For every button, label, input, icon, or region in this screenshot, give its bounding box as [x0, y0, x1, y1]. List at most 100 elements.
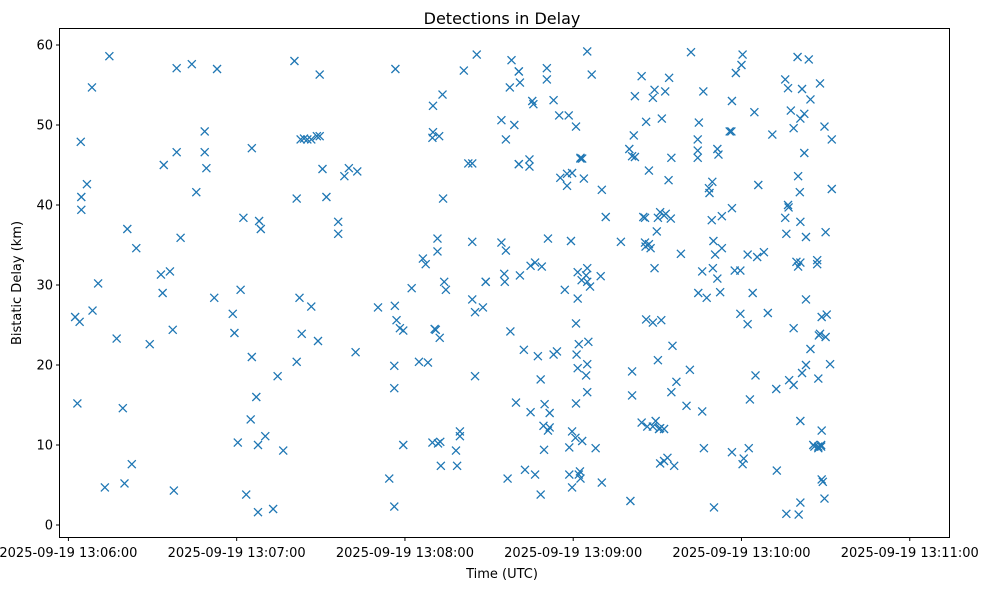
data-point — [241, 490, 251, 500]
data-point — [441, 285, 451, 295]
data-point — [509, 120, 519, 130]
data-point — [564, 110, 574, 120]
data-point — [297, 329, 307, 339]
data-point — [172, 147, 182, 157]
data-point — [256, 224, 266, 234]
data-point — [573, 294, 583, 304]
data-point — [438, 90, 447, 100]
data-point — [233, 438, 243, 448]
data-point — [630, 91, 640, 101]
data-point — [646, 243, 656, 253]
data-point — [581, 370, 591, 380]
data-point — [505, 326, 515, 336]
data-point — [390, 301, 400, 311]
data-point — [781, 509, 791, 519]
data-point — [515, 78, 525, 88]
data-point — [352, 166, 362, 176]
data-point — [789, 323, 799, 333]
data-point — [278, 446, 288, 456]
y-tick-label: 10 — [36, 439, 53, 454]
data-point — [739, 454, 749, 464]
data-point — [499, 269, 509, 279]
data-point — [470, 371, 480, 381]
y-axis-title: Bistatic Delay (km) — [10, 221, 25, 345]
data-point — [496, 238, 506, 248]
data-point — [571, 398, 581, 408]
data-point — [727, 447, 737, 457]
data-point — [582, 46, 592, 56]
data-point — [795, 187, 805, 197]
data-point — [786, 106, 796, 116]
data-point — [467, 237, 477, 247]
data-point — [549, 95, 559, 105]
data-point — [601, 212, 611, 222]
data-point — [333, 229, 343, 239]
data-point — [693, 146, 703, 156]
data-point — [815, 78, 825, 88]
data-point — [772, 466, 782, 476]
data-point — [591, 443, 601, 453]
data-point — [702, 293, 712, 303]
plot-frame — [59, 28, 950, 538]
data-point — [812, 259, 822, 269]
data-point — [752, 252, 762, 262]
data-point — [771, 384, 781, 394]
data-point — [789, 123, 799, 133]
data-point — [577, 436, 587, 446]
data-point — [660, 86, 670, 96]
data-point — [825, 359, 835, 369]
data-point — [573, 267, 583, 277]
data-point — [289, 56, 299, 66]
data-point — [641, 314, 651, 324]
data-point — [629, 130, 639, 140]
data-point — [799, 148, 809, 158]
data-point — [712, 144, 722, 154]
data-point — [555, 173, 565, 183]
data-point — [666, 214, 676, 224]
data-point — [574, 339, 584, 349]
data-point — [76, 205, 86, 215]
data-point — [806, 344, 815, 354]
data-point — [644, 166, 654, 176]
data-point — [527, 96, 537, 106]
data-point — [104, 51, 114, 61]
y-tick-label: 50 — [36, 119, 53, 134]
data-point — [467, 294, 477, 304]
data-point — [813, 442, 823, 452]
data-point — [407, 283, 417, 293]
data-point — [236, 285, 246, 295]
data-point — [582, 387, 592, 397]
data-point — [455, 431, 465, 441]
data-point — [725, 126, 735, 136]
data-point — [637, 71, 647, 81]
chart-title: Detections in Delay — [424, 9, 581, 28]
x-tick-label: 2025-09-19 13:08:00 — [336, 546, 474, 561]
data-point — [537, 262, 547, 272]
data-point — [156, 270, 166, 280]
data-point — [708, 263, 718, 273]
data-point — [560, 285, 570, 295]
data-point — [795, 258, 805, 268]
data-point — [693, 153, 703, 163]
data-point — [743, 319, 753, 329]
data-point — [478, 302, 488, 312]
data-point — [735, 266, 745, 276]
data-point — [100, 482, 110, 492]
data-point — [650, 85, 659, 95]
data-point — [339, 171, 349, 181]
data-point — [212, 64, 222, 74]
data-point — [697, 266, 707, 276]
data-point — [434, 131, 444, 141]
data-point — [191, 187, 201, 197]
data-point — [817, 312, 827, 322]
data-point — [659, 424, 669, 434]
data-point — [433, 246, 442, 256]
data-point — [93, 278, 103, 288]
data-point — [698, 86, 708, 96]
data-point — [524, 162, 534, 172]
y-tick-label: 30 — [36, 279, 53, 294]
data-point — [801, 360, 811, 370]
data-point — [524, 154, 534, 164]
data-point — [187, 59, 197, 69]
